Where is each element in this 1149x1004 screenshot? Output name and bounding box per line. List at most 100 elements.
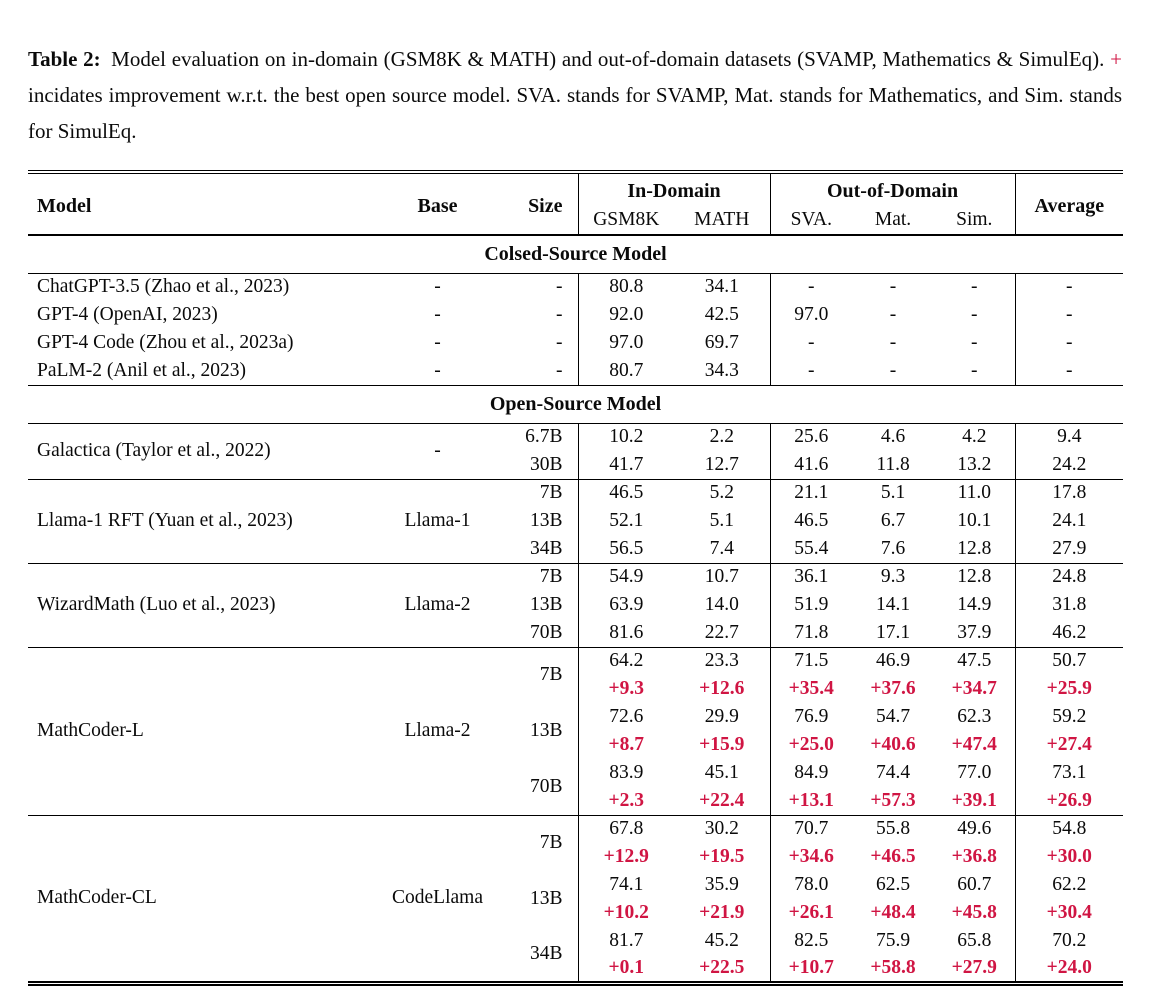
col-header-mat: Mat. (874, 208, 912, 230)
section-title: Open-Source Model (489, 392, 662, 415)
size-cell: 13B (529, 594, 563, 615)
base-cell: Llama-2 (404, 594, 471, 615)
score-cell: 46.9 (875, 650, 911, 672)
table-row: 34B 56.5 7.4 55.4 7.6 12.8 27.9 (28, 535, 1124, 563)
score-cell: - (971, 359, 978, 381)
model-cell: WizardMath (Luo et al., 2023) (37, 594, 276, 615)
score-cell: 70.2 (1014, 927, 1124, 955)
base-cell: - (434, 359, 441, 381)
size-cell: 13B (529, 720, 563, 741)
score-cell: 81.7 (577, 927, 674, 955)
score-cell: 12.8 (957, 566, 992, 588)
delta-cell: +40.6 (870, 734, 916, 755)
delta-cell: +25.9 (1014, 675, 1124, 703)
base-cell: CodeLlama (392, 887, 483, 908)
score-cell: 11.8 (876, 453, 910, 475)
score-cell: 2.2 (709, 426, 734, 448)
score-cell: 51.9 (769, 591, 853, 619)
table-row: 13B 63.9 14.0 51.9 14.1 14.9 31.8 (28, 591, 1124, 619)
score-cell: 13.2 (957, 453, 992, 475)
size-cell: 13B (529, 510, 563, 531)
col-header-average: Average (1014, 172, 1124, 235)
delta-row: +0.1 +22.5 +10.7 +58.8 +27.9 +24.0 (28, 955, 1124, 983)
score-cell: 97.0 (577, 329, 674, 357)
score-cell: 80.7 (577, 357, 674, 385)
delta-cell: +19.5 (699, 846, 745, 867)
score-cell: 77.0 (957, 762, 992, 783)
base-cell: - (434, 440, 441, 461)
table-row: PaLM-2 (Anil et al., 2023) - -80.7 34.3- - - - (28, 357, 1124, 385)
table-row: MathCoder-CL CodeLlama 7B 67.8 30.2 70.7 55.8 4… (28, 815, 1124, 908)
score-cell: 34.3 (704, 359, 739, 381)
table-row: 70B 83.9 45.1 84.9 74.4 77.0 73.1 (28, 759, 1124, 797)
delta-cell: +0.1 (577, 955, 674, 983)
score-cell: - (889, 359, 897, 381)
section-header-row: Open-Source Model (28, 385, 1124, 423)
score-cell: 54.7 (875, 706, 911, 727)
score-cell: 36.1 (769, 563, 853, 591)
col-group-out-of-domain: Out-of-Domain (769, 172, 1016, 205)
delta-cell: +34.6 (769, 843, 853, 871)
delta-row: +10.2 +21.9 +26.1 +48.4 +45.8 +30.4 (28, 899, 1124, 927)
score-cell: 67.8 (577, 815, 674, 843)
base-cell: Llama-2 (404, 720, 471, 741)
score-cell: - (1014, 357, 1124, 385)
delta-cell: +15.9 (699, 734, 745, 755)
score-cell: 54.9 (577, 563, 674, 591)
size-cell: - (556, 276, 563, 298)
score-cell: 69.7 (704, 332, 739, 353)
caption-text-before-plus: Model evaluation on in-domain (GSM8K & M… (111, 47, 1105, 71)
score-cell: 60.7 (957, 874, 992, 895)
size-cell: 34B (529, 942, 563, 964)
col-group-in-domain: In-Domain (577, 172, 771, 205)
delta-cell: +22.4 (699, 789, 745, 811)
model-cell: ChatGPT-3.5 (Zhao et al., 2023) (37, 276, 290, 298)
model-cell: PaLM-2 (Anil et al., 2023) (37, 359, 247, 381)
score-cell: 29.9 (704, 706, 739, 727)
delta-row: +2.3 +22.4 +13.1 +57.3 +39.1 +26.9 (28, 787, 1124, 815)
score-cell: 97.0 (769, 301, 853, 329)
delta-cell: +57.3 (870, 789, 916, 811)
score-cell: 7.6 (880, 537, 906, 559)
score-cell: 74.4 (875, 762, 911, 783)
score-cell: 23.3 (704, 650, 739, 672)
score-cell: 46.5 (577, 479, 674, 507)
table-row: 70B 81.6 22.7 71.8 17.1 37.9 46.2 (28, 619, 1124, 647)
base-cell: - (434, 276, 441, 298)
score-cell: 30.2 (704, 818, 739, 840)
score-cell: 70.7 (769, 815, 853, 843)
size-cell: 34B (529, 537, 563, 559)
delta-cell: +47.4 (951, 734, 997, 755)
size-cell: 7B (539, 832, 563, 854)
col-header-sim: Sim. (956, 208, 993, 230)
score-cell: - (769, 273, 853, 301)
size-cell: 7B (539, 482, 563, 504)
score-cell: 49.6 (957, 818, 992, 840)
delta-cell: +12.6 (699, 678, 745, 699)
col-header-model: Model (37, 194, 92, 217)
score-cell: 6.7 (880, 510, 906, 531)
delta-cell: +27.9 (951, 956, 997, 978)
col-header-size: Size (528, 194, 563, 217)
table-row: Llama-1 RFT (Yuan et al., 2023) Llama-1 7B… (28, 479, 1124, 531)
score-cell: 42.5 (704, 304, 739, 325)
score-cell: 41.6 (769, 451, 853, 479)
score-cell: - (971, 276, 978, 298)
table-row: MathCoder-L Llama-2 7B 64.2 23.3 71.5 46.9 47.5… (28, 647, 1124, 741)
delta-cell: +35.4 (769, 675, 853, 703)
score-cell: - (769, 357, 853, 385)
base-cell: - (434, 332, 441, 353)
delta-cell: +27.4 (1014, 731, 1124, 759)
caption-label: Table 2: (28, 47, 101, 71)
score-cell: 72.6 (577, 703, 674, 731)
score-cell: 31.8 (1014, 591, 1124, 619)
delta-cell: +26.9 (1014, 787, 1124, 815)
table-row: 13B 72.6 29.9 76.9 54.7 62.3 59.2 (28, 703, 1124, 741)
score-cell: - (769, 329, 853, 357)
score-cell: 27.9 (1014, 535, 1124, 563)
score-cell: 65.8 (957, 930, 992, 951)
score-cell: 54.8 (1014, 815, 1124, 843)
score-cell: 10.2 (577, 423, 674, 451)
score-cell: 12.8 (957, 537, 992, 559)
size-cell: 7B (539, 566, 563, 588)
